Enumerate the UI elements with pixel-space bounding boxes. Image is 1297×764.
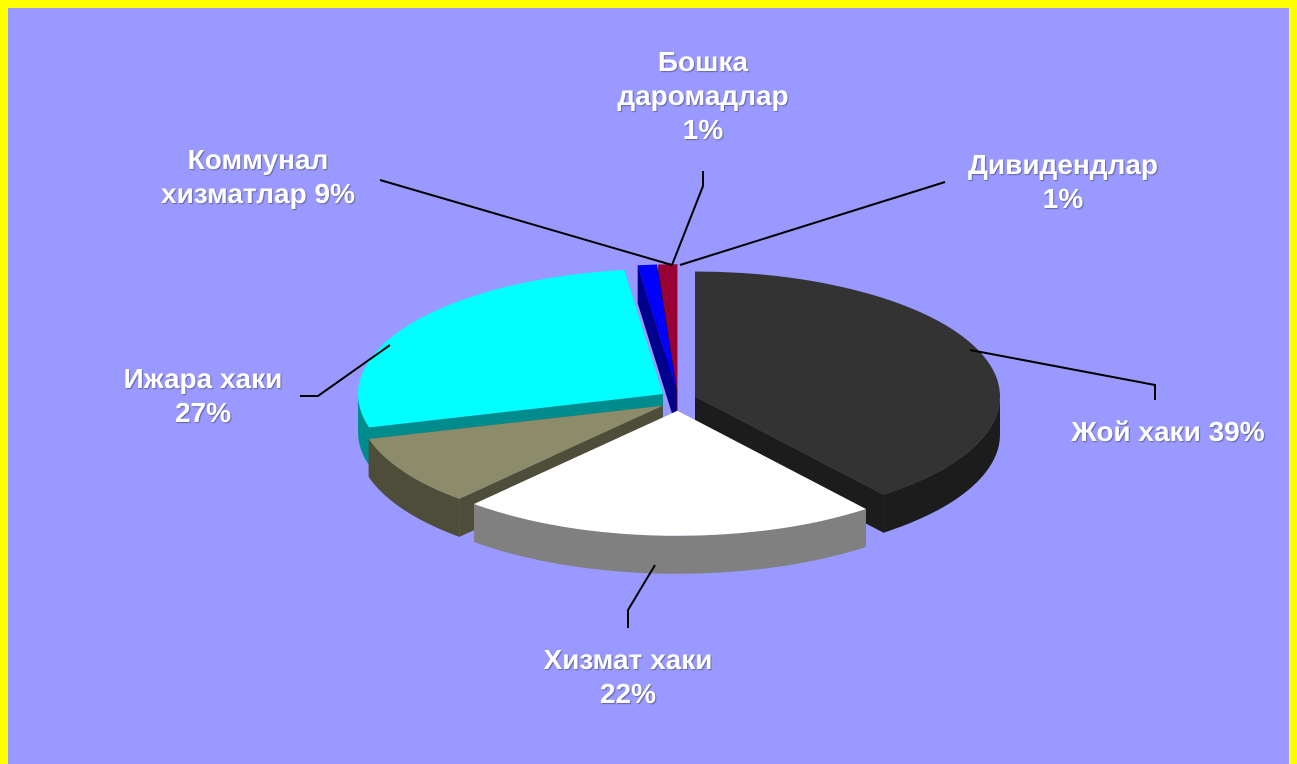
pie-tops [358, 264, 1001, 536]
slice-radial-wall [637, 265, 677, 428]
value-label: 22% [599, 678, 657, 709]
slice-top [474, 410, 866, 536]
category-label: Коммунал хизматлар [161, 144, 329, 209]
slice-top [368, 405, 663, 499]
slice-outer-wall [358, 394, 370, 466]
slice-outer-wall [368, 439, 460, 537]
slice-label: Хизмат хаки 22% [518, 643, 738, 711]
category-label: Дивидендлар [967, 149, 1159, 180]
value-label: 39% [1208, 416, 1265, 447]
value-label: 1% [682, 114, 724, 145]
leader-line [627, 564, 656, 628]
slice-top [637, 264, 677, 390]
leader-line [969, 349, 1156, 400]
value-label: 27% [174, 397, 232, 428]
slice-label: Бошка даромадлар 1% [598, 45, 808, 147]
category-label: Ижара хаки [123, 363, 283, 394]
leader-line [671, 171, 704, 266]
category-label: Бошка даромадлар [617, 46, 789, 111]
slice-outer-wall [474, 503, 866, 574]
slice-label: Ижара хаки 27% [98, 362, 308, 430]
value-label: 9% [314, 178, 355, 209]
slice-outer-wall [883, 396, 1001, 533]
leader-line [679, 181, 946, 266]
slice-top [358, 270, 664, 428]
category-label: Хизмат хаки [543, 644, 713, 675]
slice-top [658, 264, 678, 390]
category-label: Жой хаки [1071, 416, 1201, 447]
leader-line [379, 179, 673, 266]
pie-canvas [300, 171, 1156, 628]
leader-line [300, 344, 391, 397]
slice-label: Дивидендлар 1% [948, 148, 1178, 216]
value-label: 1% [1042, 183, 1084, 214]
slice-label: Жой хаки 39% [1048, 415, 1288, 449]
slice-top [695, 271, 1001, 495]
slice-label: Коммунал хизматлар 9% [128, 143, 388, 211]
